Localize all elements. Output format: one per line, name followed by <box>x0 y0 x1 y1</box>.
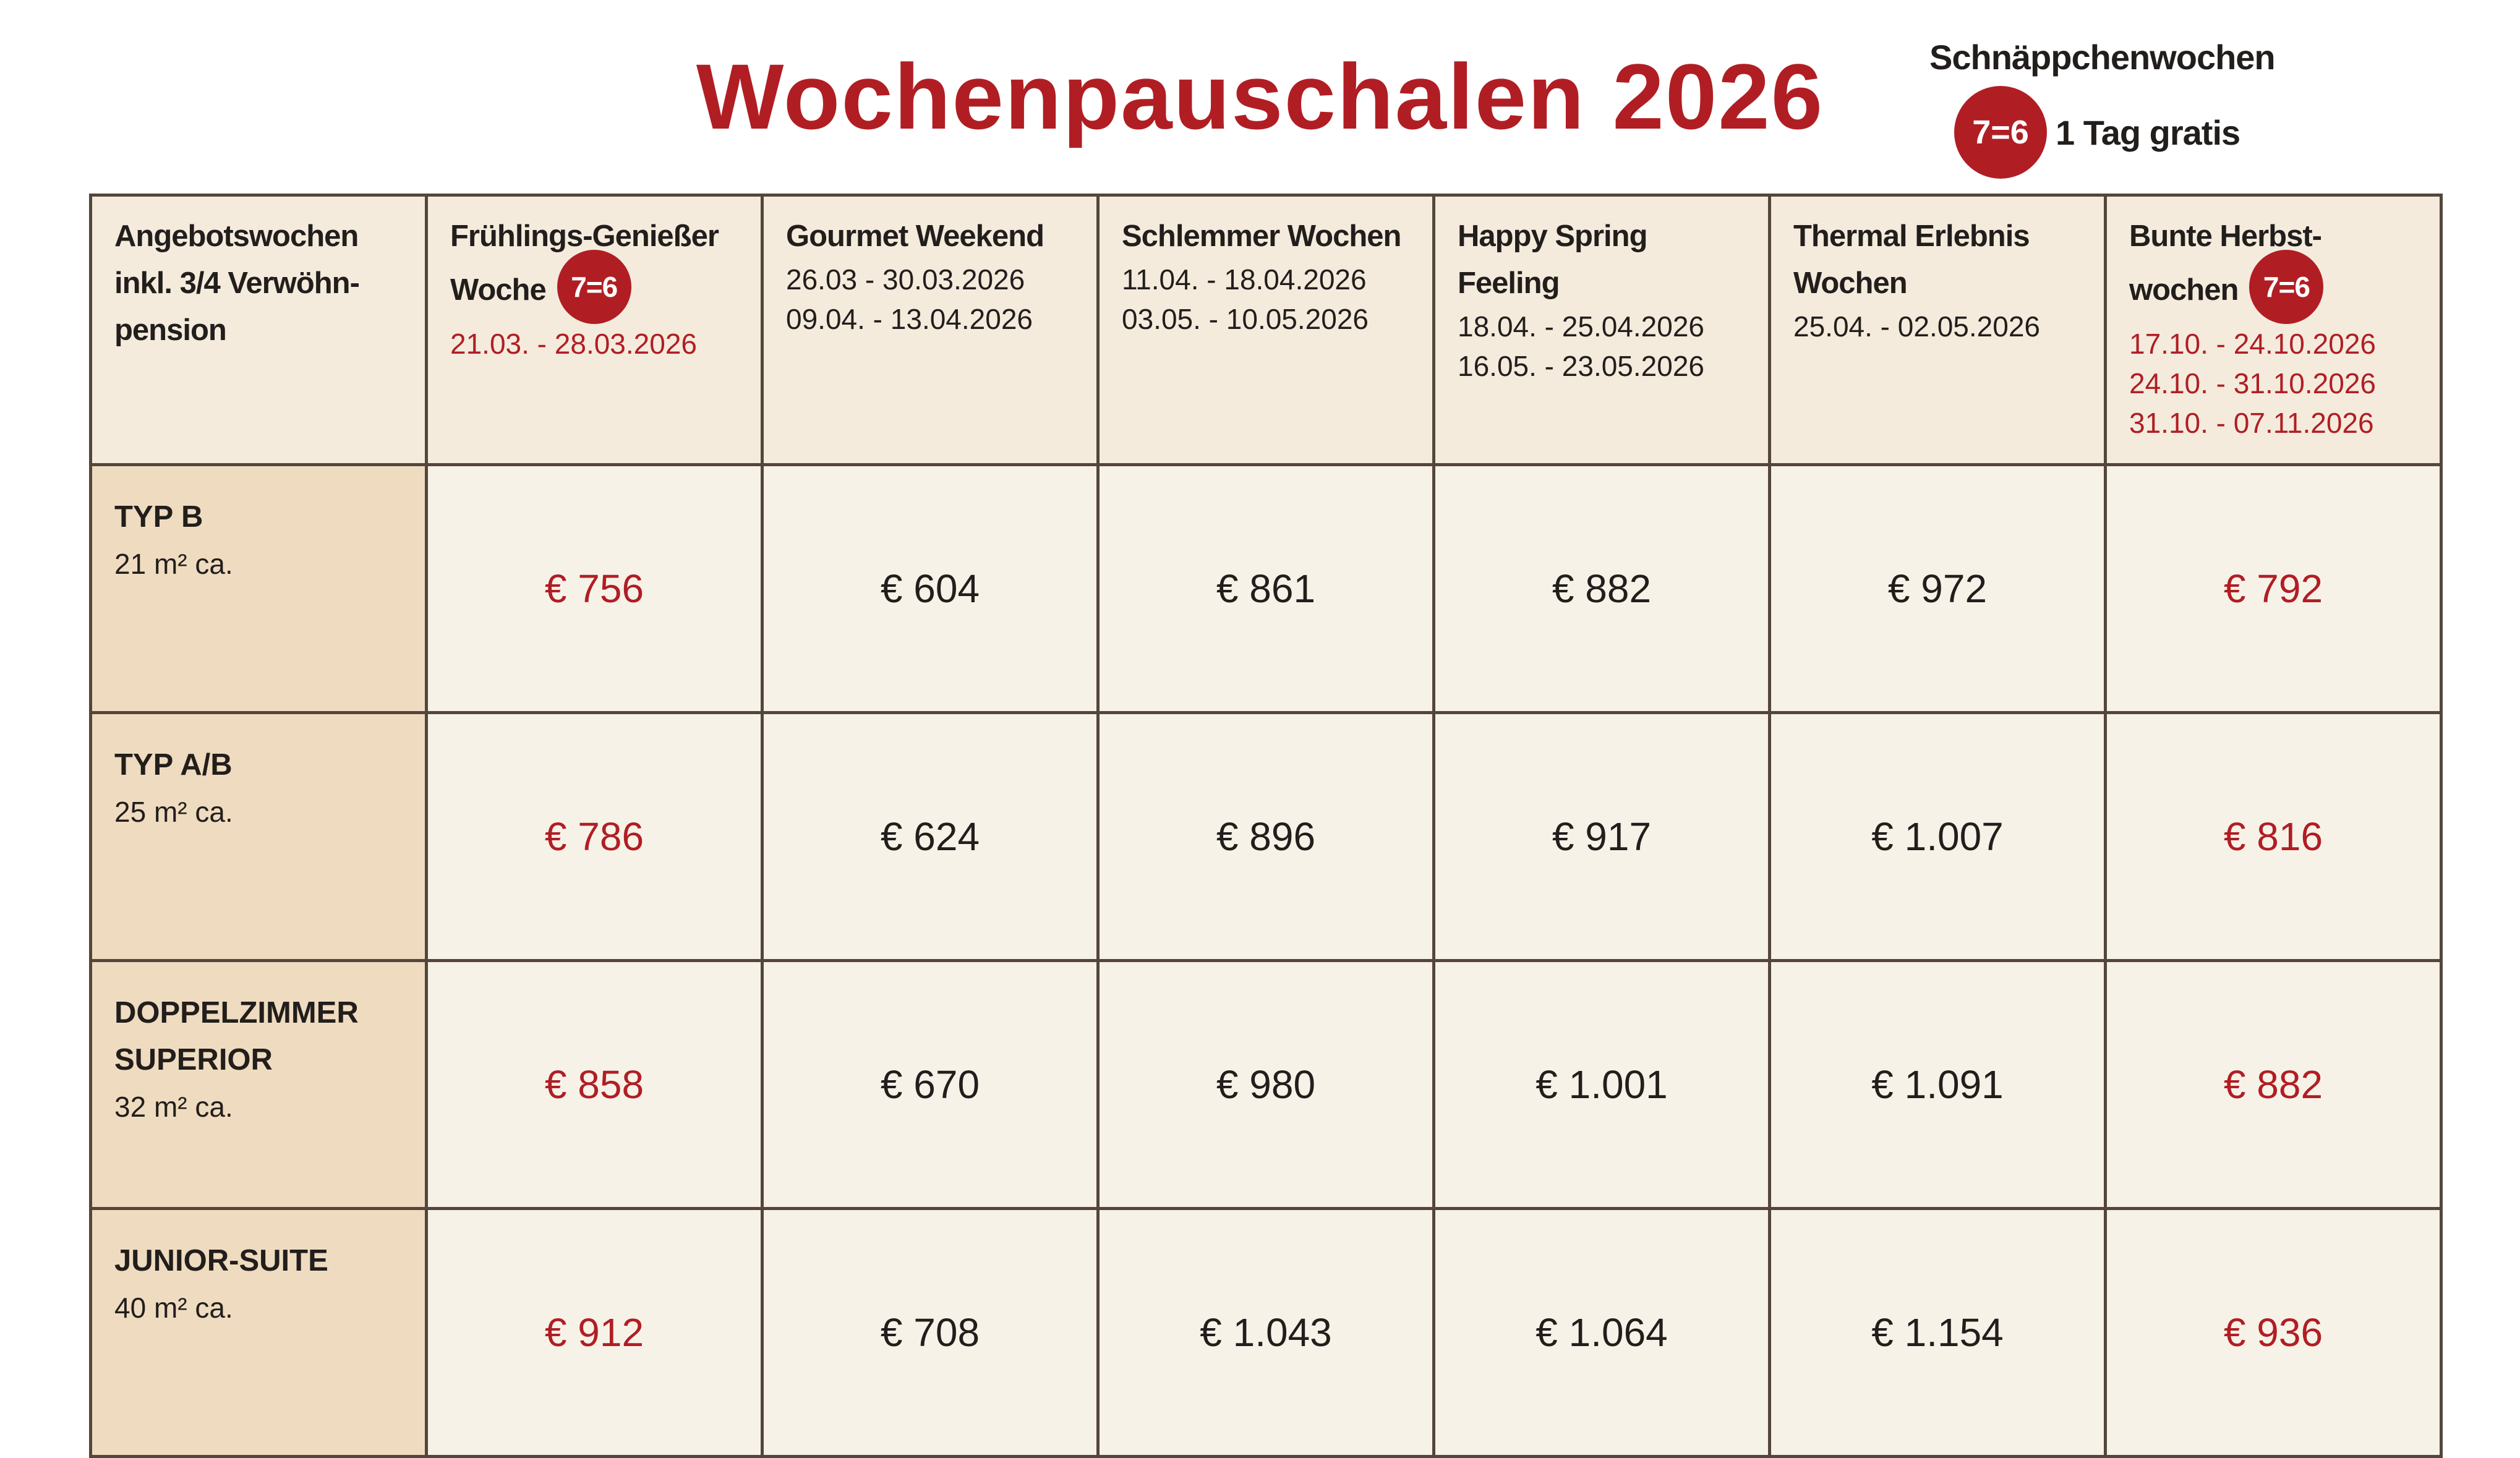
column-title-text: Bunte Herbst- <box>2129 220 2322 253</box>
column-header-5: Thermal Erlebnis Wochen 25.04. - 02.05.202… <box>1768 194 2107 466</box>
column-title-text: Thermal Erlebnis <box>1793 220 2030 253</box>
corner-label-line: inkl. 3/4 Verwöhn- <box>114 266 360 300</box>
table-row: DOPPELZIMMER SUPERIOR 32 m² ca. € 858 € 670 €… <box>89 959 2443 1210</box>
column-title-text: Feeling <box>1458 266 1560 300</box>
header-row: Angebotswochen inkl. 3/4 Verwöhn-pension F… <box>89 194 2443 466</box>
price-cell: € 1.043 <box>1096 1207 1435 1458</box>
column-title-line: Feeling <box>1458 260 1749 307</box>
price-cell: € 912 <box>425 1207 764 1458</box>
column-title-line: Happy Spring <box>1458 213 1749 260</box>
column-title-line: Gourmet Weekend <box>786 213 1078 260</box>
room-size: 40 m² ca. <box>114 1292 233 1324</box>
room-type-name: DOPPELZIMMER <box>114 996 359 1030</box>
column-title-text: Frühlings-Genießer <box>450 220 719 253</box>
column-date-range: 16.05. - 23.05.2026 <box>1458 350 1704 382</box>
legend-heading: Schnäppchenwochen <box>1929 38 2276 77</box>
table-row: TYP A/B 25 m² ca. € 786 € 624 € 896 € 917 € 1.… <box>89 711 2443 962</box>
room-size: 25 m² ca. <box>114 796 233 828</box>
price-cell: € 936 <box>2104 1207 2443 1458</box>
column-title-line: Woche 7=6 <box>450 250 742 324</box>
price-cell: € 1.007 <box>1768 711 2107 962</box>
column-title-line: wochen 7=6 <box>2129 250 2421 324</box>
column-date-range: 25.04. - 02.05.2026 <box>1793 310 2040 343</box>
room-type-name: TYP A/B <box>114 748 233 782</box>
corner-label-line: pension <box>114 313 227 347</box>
column-title-text: Schlemmer Wochen <box>1122 220 1401 253</box>
room-type-name: TYP B <box>114 500 203 534</box>
column-date-range: 03.05. - 10.05.2026 <box>1122 303 1369 335</box>
table-row: TYP B 21 m² ca. € 756 € 604 € 861 € 882 € 972 €… <box>89 463 2443 714</box>
column-header-1: Frühlings-Genießer Woche 7=6 21.03. - 28.03… <box>425 194 764 466</box>
room-type-cell: DOPPELZIMMER SUPERIOR 32 m² ca. <box>89 959 428 1210</box>
column-header-6: Bunte Herbst-wochen 7=6 17.10. - 24.10.202… <box>2104 194 2443 466</box>
column-title-line: Thermal Erlebnis <box>1793 213 2085 260</box>
column-title-text: Wochen <box>1793 266 1908 300</box>
page-title: Wochenpauschalen 2026 <box>0 43 2520 150</box>
column-title-line: Wochen <box>1793 260 2085 307</box>
room-type-cell: TYP B 21 m² ca. <box>89 463 428 714</box>
column-date-range: 09.04. - 13.04.2026 <box>786 303 1033 335</box>
price-cell: € 786 <box>425 711 764 962</box>
column-header-2: Gourmet Weekend 26.03 - 30.03.2026 09.04. … <box>761 194 1100 466</box>
price-cell: € 756 <box>425 463 764 714</box>
price-table: Angebotswochen inkl. 3/4 Verwöhn-pension F… <box>89 194 2443 1458</box>
price-cell: € 816 <box>2104 711 2443 962</box>
column-date-range: 24.10. - 31.10.2026 <box>2129 367 2376 399</box>
price-cell: € 670 <box>761 959 1100 1210</box>
column-header-4: Happy Spring Feeling 18.04. - 25.04.2026 16… <box>1432 194 1771 466</box>
price-cell: € 882 <box>2104 959 2443 1210</box>
price-cell: € 980 <box>1096 959 1435 1210</box>
header-corner-cell: Angebotswochen inkl. 3/4 Verwöhn-pension <box>89 194 428 466</box>
legend-text: 1 Tag gratis <box>2056 113 2240 152</box>
column-header-3: Schlemmer Wochen 11.04. - 18.04.2026 03.05… <box>1096 194 1435 466</box>
seven-equals-six-badge-icon: 7=6 <box>1954 86 2047 179</box>
column-date-range: 17.10. - 24.10.2026 <box>2129 328 2376 360</box>
column-date-range: 31.10. - 07.11.2026 <box>2129 407 2374 439</box>
price-cell: € 861 <box>1096 463 1435 714</box>
corner-label-line: Angebotswochen <box>114 220 359 253</box>
page-title-text: Wochenpauschalen 2026 <box>696 45 1824 148</box>
room-type-name: SUPERIOR <box>114 1043 273 1076</box>
column-title-text: Woche <box>450 273 547 307</box>
room-type-name: JUNIOR-SUITE <box>114 1244 328 1277</box>
price-cell: € 972 <box>1768 463 2107 714</box>
column-title-text: Happy Spring <box>1458 220 1648 253</box>
column-title-line: Bunte Herbst- <box>2129 213 2421 260</box>
price-cell: € 1.064 <box>1432 1207 1771 1458</box>
room-type-cell: TYP A/B 25 m² ca. <box>89 711 428 962</box>
room-size: 32 m² ca. <box>114 1091 233 1123</box>
price-cell: € 896 <box>1096 711 1435 962</box>
room-type-cell: JUNIOR-SUITE 40 m² ca. <box>89 1207 428 1458</box>
column-title-text: Gourmet Weekend <box>786 220 1044 253</box>
seven-equals-six-badge-icon: 7=6 <box>2249 250 2324 324</box>
legend-row: 7=6 1 Tag gratis <box>1954 86 2300 179</box>
seven-equals-six-badge-icon: 7=6 <box>557 250 631 324</box>
table-row: JUNIOR-SUITE 40 m² ca. € 912 € 708 € 1.043 € … <box>89 1207 2443 1458</box>
column-date-range: 11.04. - 18.04.2026 <box>1122 263 1367 296</box>
price-cell: € 624 <box>761 711 1100 962</box>
column-title-text: wochen <box>2129 273 2239 307</box>
price-cell: € 1.154 <box>1768 1207 2107 1458</box>
column-date-range: 26.03 - 30.03.2026 <box>786 263 1025 296</box>
price-cell: € 1.001 <box>1432 959 1771 1210</box>
column-title-line: Schlemmer Wochen <box>1122 213 1414 260</box>
column-date-range: 18.04. - 25.04.2026 <box>1458 310 1704 343</box>
price-cell: € 917 <box>1432 711 1771 962</box>
column-date-range: 21.03. - 28.03.2026 <box>450 328 697 360</box>
price-cell: € 858 <box>425 959 764 1210</box>
price-cell: € 604 <box>761 463 1100 714</box>
price-cell: € 792 <box>2104 463 2443 714</box>
price-cell: € 882 <box>1432 463 1771 714</box>
legend: Schnäppchenwochen 7=6 1 Tag gratis <box>1929 37 2300 179</box>
room-size: 21 m² ca. <box>114 548 233 580</box>
price-cell: € 1.091 <box>1768 959 2107 1210</box>
price-cell: € 708 <box>761 1207 1100 1458</box>
column-title-line: Frühlings-Genießer <box>450 213 742 260</box>
